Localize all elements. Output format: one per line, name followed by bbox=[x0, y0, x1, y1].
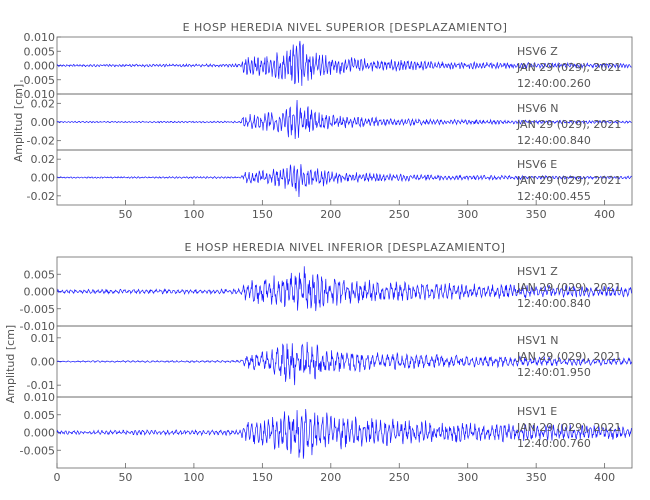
station-label: HSV1 Z bbox=[517, 265, 558, 278]
y-tick-label: -0.005 bbox=[20, 303, 55, 316]
x-tick-label: 400 bbox=[594, 208, 615, 221]
x-tick-label: 50 bbox=[118, 208, 132, 221]
time-label: 12:40:00.760 bbox=[517, 437, 591, 450]
station-label: HSV1 N bbox=[517, 334, 559, 347]
upper-panel: E HOSP HEREDIA NIVEL SUPERIOR [DESPLAZAM… bbox=[12, 21, 633, 221]
y-tick-label: 0.010 bbox=[24, 31, 56, 44]
date-label: JAN 29 (029), 2021 bbox=[516, 350, 621, 363]
lower-y-axis-label: Amplitud [cm] bbox=[4, 325, 17, 403]
time-label: 12:40:01.950 bbox=[517, 366, 591, 379]
x-tick-label: 400 bbox=[594, 471, 615, 484]
upper-panel-title: E HOSP HEREDIA NIVEL SUPERIOR [DESPLAZAM… bbox=[183, 21, 508, 34]
y-tick-label: 0.010 bbox=[24, 391, 56, 404]
x-tick-label: 100 bbox=[183, 208, 204, 221]
y-tick-label: -0.02 bbox=[27, 190, 55, 203]
x-tick-label: 150 bbox=[252, 471, 273, 484]
y-tick-label: 0.02 bbox=[31, 97, 56, 110]
date-label: JAN 29 (029), 2021 bbox=[516, 281, 621, 294]
y-tick-label: 0.000 bbox=[24, 60, 56, 73]
waveform-hsv1-z bbox=[56, 266, 632, 312]
waveform-hsv6-z bbox=[56, 40, 632, 86]
x-tick-label: 150 bbox=[252, 208, 273, 221]
lower-panel: E HOSP HEREDIA NIVEL INFERIOR [DESPLAZAM… bbox=[4, 241, 633, 484]
station-label: HSV1 E bbox=[517, 405, 557, 418]
y-tick-label: 0.00 bbox=[31, 356, 56, 369]
date-label: JAN 29 (029), 2021 bbox=[516, 61, 621, 74]
y-tick-label: 0.00 bbox=[31, 172, 56, 185]
x-tick-label: 250 bbox=[389, 208, 410, 221]
y-tick-label: 0.005 bbox=[24, 45, 56, 58]
y-tick-label: 0.000 bbox=[24, 427, 56, 440]
y-tick-label: 0.00 bbox=[31, 116, 56, 129]
x-tick-label: 0 bbox=[54, 471, 61, 484]
x-tick-label: 250 bbox=[389, 471, 410, 484]
waveform-hsv1-e bbox=[56, 409, 632, 459]
y-tick-label: -0.010 bbox=[20, 320, 55, 333]
upper-y-axis-label: Amplitud [cm] bbox=[12, 84, 25, 162]
x-tick-label: 200 bbox=[320, 471, 341, 484]
x-tick-label: 50 bbox=[118, 471, 132, 484]
y-tick-label: -0.02 bbox=[27, 135, 55, 148]
station-label: HSV6 Z bbox=[517, 45, 558, 58]
date-label: JAN 29 (029), 2021 bbox=[516, 421, 621, 434]
y-tick-label: 0.02 bbox=[31, 153, 56, 166]
x-tick-label: 350 bbox=[526, 471, 547, 484]
x-tick-label: 100 bbox=[183, 471, 204, 484]
x-tick-label: 200 bbox=[320, 208, 341, 221]
y-tick-label: 0.000 bbox=[24, 286, 56, 299]
waveform-hsv6-e bbox=[56, 164, 632, 198]
station-label: HSV6 E bbox=[517, 158, 557, 171]
waveform-hsv6-n bbox=[56, 99, 632, 139]
date-label: JAN 29 (029), 2021 bbox=[516, 174, 621, 187]
time-label: 12:40:00.840 bbox=[517, 297, 591, 310]
x-tick-label: 300 bbox=[457, 471, 478, 484]
time-label: 12:40:00.840 bbox=[517, 134, 591, 147]
x-tick-label: 300 bbox=[457, 208, 478, 221]
y-tick-label: 0.01 bbox=[31, 332, 56, 345]
y-tick-label: 0.005 bbox=[24, 409, 56, 422]
time-label: 12:40:00.455 bbox=[517, 190, 591, 203]
x-tick-label: 350 bbox=[526, 208, 547, 221]
station-label: HSV6 N bbox=[517, 102, 559, 115]
waveform-hsv1-n bbox=[56, 341, 632, 386]
y-tick-label: -0.01 bbox=[27, 379, 55, 392]
date-label: JAN 29 (029), 2021 bbox=[516, 118, 621, 131]
y-tick-label: -0.005 bbox=[20, 444, 55, 457]
y-tick-label: -0.010 bbox=[20, 88, 55, 101]
y-tick-label: 0.005 bbox=[24, 268, 56, 281]
y-tick-label: -0.005 bbox=[20, 74, 55, 87]
time-label: 12:40:00.260 bbox=[517, 77, 591, 90]
lower-panel-title: E HOSP HEREDIA NIVEL INFERIOR [DESPLAZAM… bbox=[185, 241, 506, 254]
